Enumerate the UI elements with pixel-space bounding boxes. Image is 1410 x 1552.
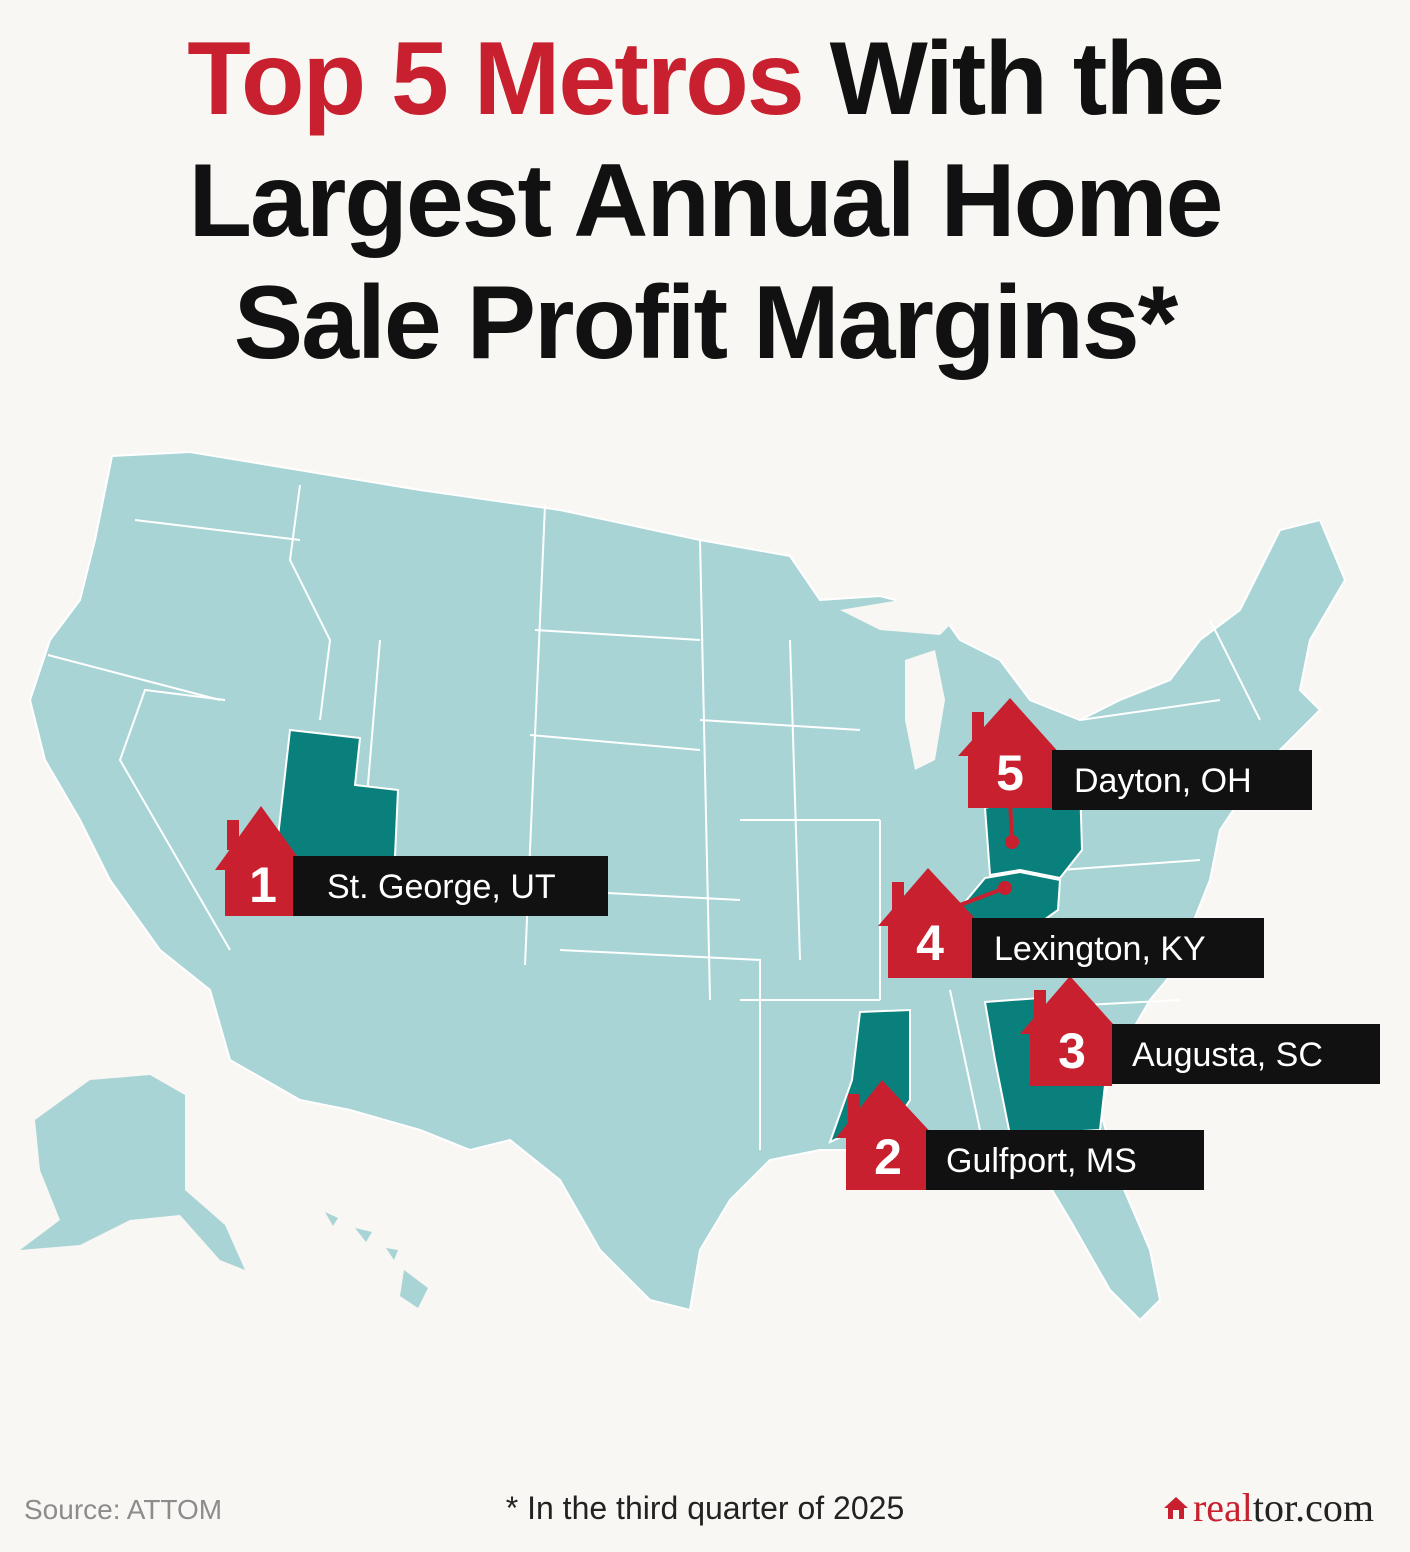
house-chimney bbox=[848, 1094, 860, 1124]
house-icon bbox=[215, 806, 307, 916]
marker-label: Lexington, KY bbox=[994, 930, 1206, 968]
marker-label: Augusta, SC bbox=[1132, 1036, 1323, 1074]
marker-label: Gulfport, MS bbox=[946, 1142, 1137, 1180]
house-icon bbox=[878, 868, 982, 978]
marker-label: St. George, UT bbox=[327, 868, 556, 906]
house-icon bbox=[1020, 976, 1122, 1086]
hawaii bbox=[325, 1212, 428, 1308]
label-box bbox=[1052, 750, 1312, 810]
marker-augusta[interactable]: 3 Augusta, SC bbox=[1020, 976, 1380, 1086]
title-line1-rest: With the bbox=[802, 21, 1225, 137]
marker-rank: 5 bbox=[996, 745, 1024, 801]
marker-dayton[interactable]: 5 Dayton, OH bbox=[958, 698, 1312, 810]
label-box bbox=[293, 856, 608, 916]
house-icon bbox=[836, 1080, 936, 1190]
page-title: Top 5 Metros With the Largest Annual Hom… bbox=[0, 18, 1410, 384]
title-line2: Largest Annual Home bbox=[188, 143, 1224, 259]
house-chimney bbox=[892, 882, 904, 910]
marker-label: Dayton, OH bbox=[1074, 762, 1252, 800]
label-box bbox=[972, 918, 1264, 978]
house-chimney bbox=[227, 820, 239, 850]
brand-rest: tor.com bbox=[1252, 1485, 1374, 1530]
source-text: Source: ATTOM bbox=[24, 1494, 223, 1525]
marker-rank: 4 bbox=[916, 915, 944, 971]
marker-st-george[interactable]: 1 St. George, UT bbox=[215, 806, 608, 916]
title-line3: Sale Profit Margins* bbox=[233, 265, 1178, 381]
house-icon bbox=[958, 698, 1062, 808]
realtor-logo[interactable]: realtor.com bbox=[1163, 1484, 1374, 1531]
marker-rank: 3 bbox=[1058, 1023, 1086, 1079]
marker-gulfport[interactable]: 2 Gulfport, MS bbox=[836, 1080, 1204, 1190]
label-box bbox=[926, 1130, 1204, 1190]
label-box bbox=[1112, 1024, 1380, 1084]
house-chimney bbox=[1034, 990, 1046, 1018]
alaska bbox=[20, 1075, 245, 1270]
brand-red: real bbox=[1192, 1485, 1253, 1530]
marker-rank: 1 bbox=[249, 857, 277, 913]
marker-rank: 2 bbox=[874, 1129, 902, 1185]
marker-lexington[interactable]: 4 Lexington, KY bbox=[878, 868, 1264, 978]
lake-superior bbox=[840, 600, 960, 635]
house-chimney bbox=[972, 712, 984, 740]
us-map: 1 St. George, UT 2 Gulfport, MS 3 August… bbox=[20, 450, 1380, 1322]
house-icon bbox=[1163, 1496, 1188, 1519]
footnote: * In the third quarter of 2025 bbox=[505, 1490, 905, 1526]
lake-michigan bbox=[905, 650, 945, 770]
title-accent: Top 5 Metros bbox=[187, 21, 804, 137]
